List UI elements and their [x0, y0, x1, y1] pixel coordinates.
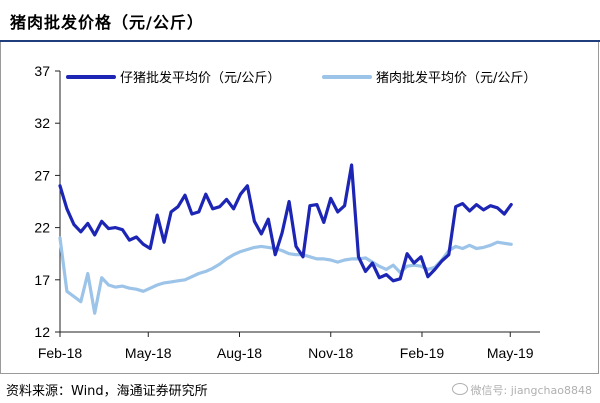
y-tick-label: 22 — [34, 220, 50, 236]
title-rule — [0, 40, 600, 42]
y-tick-label: 12 — [34, 324, 50, 340]
legend: 仔猪批发平均价（元/公斤） 猪肉批发平均价（元/公斤） — [66, 70, 536, 86]
chart-frame — [0, 42, 599, 374]
watermark: 微信号: jiangchao8848 — [451, 382, 593, 398]
y-tick-label: 17 — [34, 272, 50, 288]
series-line-1 — [58, 163, 513, 283]
watermark-text: 微信号: jiangchao8848 — [470, 384, 593, 397]
legend-label-2: 猪肉批发平均价（元/公斤） — [376, 70, 536, 86]
x-tick-label: Feb-18 — [38, 345, 83, 361]
legend-label-1: 仔猪批发平均价（元/公斤） — [120, 70, 280, 86]
y-tick-label: 32 — [34, 115, 50, 131]
wechat-icon — [451, 383, 468, 395]
series-layer — [58, 163, 513, 315]
x-tick-label: Nov-18 — [308, 345, 353, 361]
source-note: 资料来源：Wind，海通证券研究所 — [6, 384, 208, 399]
y-axis: 12 17 22 27 32 37 — [34, 63, 61, 340]
page-title: 猪肉批发价格（元/公斤） — [10, 13, 204, 32]
series-line-2 — [58, 236, 513, 315]
x-tick-label: Feb-19 — [400, 345, 445, 361]
x-tick-label: May-19 — [487, 345, 534, 361]
x-axis: Feb-18 May-18 Aug-18 Nov-18 Feb-19 May-19 — [38, 331, 540, 361]
x-tick-label: Aug-18 — [217, 345, 262, 361]
y-tick-label: 27 — [34, 167, 50, 183]
y-tick-label: 37 — [34, 63, 50, 79]
x-tick-label: May-18 — [125, 345, 172, 361]
